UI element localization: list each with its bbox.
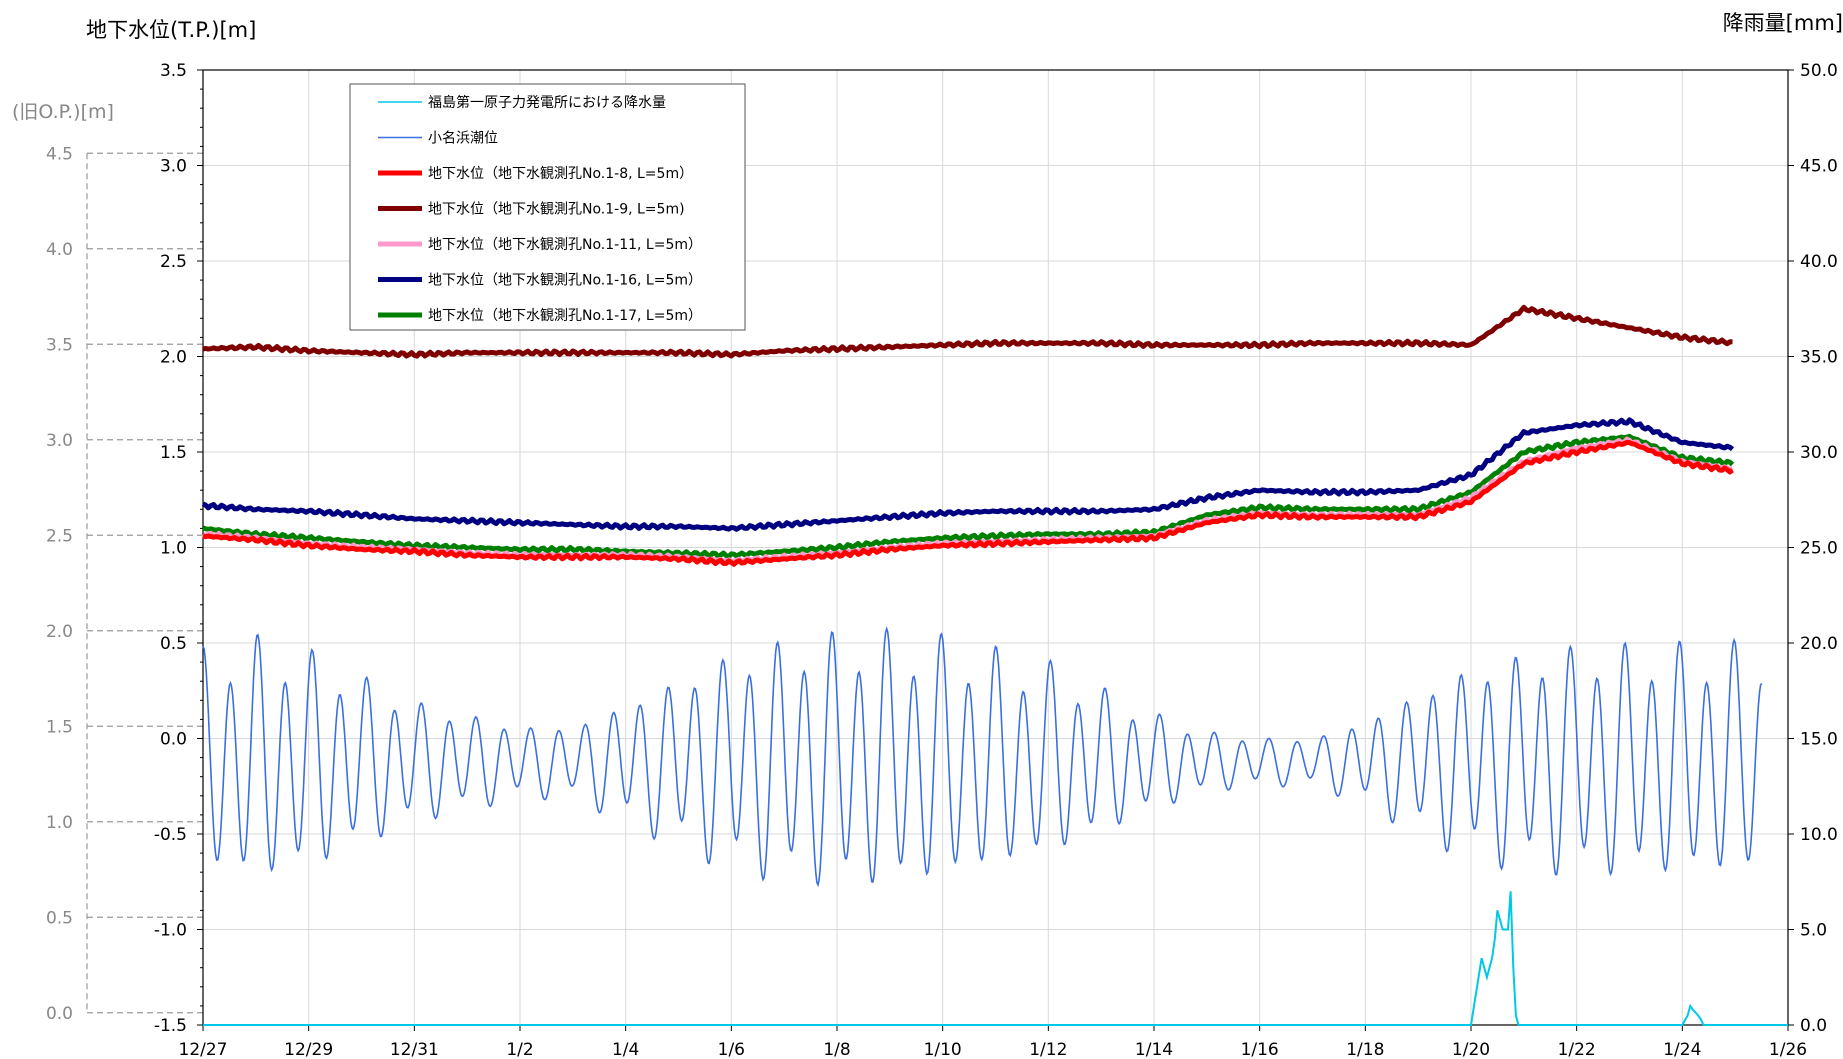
y-right-tick-label: 40.0 xyxy=(1800,252,1838,272)
legend-label-no1_9: 地下水位（地下水観測孔No.1-9, L=5m) xyxy=(428,201,685,218)
groundwater-series-no1_16 xyxy=(201,417,1735,532)
y-left2-tick-label: 1.5 xyxy=(46,717,73,737)
plot-area xyxy=(201,304,1788,1026)
x-tick-label: 1/12 xyxy=(1029,1040,1067,1059)
legend-label-no1_17: 地下水位（地下水観測孔No.1-17, L=5m） xyxy=(428,307,702,324)
y-left-tick-label: 2.0 xyxy=(160,348,187,368)
y-left-title: 地下水位(T.P.)[m] xyxy=(86,18,256,42)
x-tick-label: 1/6 xyxy=(718,1040,745,1059)
y-left2-tick-label: 0.0 xyxy=(46,1004,73,1024)
y-right-tick-label: 0.0 xyxy=(1800,1016,1827,1036)
x-tick-label: 1/4 xyxy=(612,1040,639,1059)
y-left-tick-label: -0.5 xyxy=(154,825,187,845)
y-right-tick-label: 50.0 xyxy=(1800,61,1838,81)
y-left-tick-label: 0.0 xyxy=(160,730,187,750)
y-left-tick-label: 3.0 xyxy=(160,157,187,177)
legend-label-rain: 福島第一原子力発電所における降水量 xyxy=(428,94,666,111)
y-right-tick-label: 25.0 xyxy=(1800,539,1838,559)
y-right-tick-label: 15.0 xyxy=(1800,730,1838,750)
legend: 福島第一原子力発電所における降水量小名浜潮位地下水位（地下水観測孔No.1-8,… xyxy=(349,83,746,331)
x-tick-label: 12/29 xyxy=(284,1040,333,1059)
y-left2-tick-label: 0.5 xyxy=(46,908,73,928)
y-right-tick-label: 45.0 xyxy=(1800,157,1838,177)
x-tick-label: 1/2 xyxy=(506,1040,533,1059)
x-tick-label: 1/18 xyxy=(1346,1040,1384,1059)
y-right-tick-label: 30.0 xyxy=(1800,443,1838,463)
y-left2-tick-label: 4.0 xyxy=(46,240,73,260)
x-tick-label: 1/26 xyxy=(1769,1040,1807,1059)
y-right-tick-label: 20.0 xyxy=(1800,634,1838,654)
x-tick-label: 12/31 xyxy=(390,1040,439,1059)
x-tick-label: 1/16 xyxy=(1241,1040,1279,1059)
y-left2-tick-label: 2.5 xyxy=(46,526,73,546)
legend-label-no1_8: 地下水位（地下水観測孔No.1-8, L=5m） xyxy=(428,165,693,182)
y-right-tick-label: 5.0 xyxy=(1800,921,1827,941)
groundwater-series-no1_8 xyxy=(202,439,1734,567)
y-left2-title: (旧O.P.)[m] xyxy=(12,101,114,123)
groundwater-series-no1_9 xyxy=(202,304,1733,359)
y-right-tick-label: 10.0 xyxy=(1800,825,1838,845)
x-tick-label: 1/22 xyxy=(1558,1040,1596,1059)
y-left2-tick-label: 3.0 xyxy=(46,431,73,451)
tick-labels: 3.5 3.0 2.5 2.0 1.5 1.0 0.5 0.0 -0.5 -1.0 -1.5 50.0… xyxy=(46,61,1838,1059)
y-left2-tick-label: 1.0 xyxy=(46,813,73,833)
rain-series-line xyxy=(203,891,1788,1026)
axes xyxy=(86,69,1794,1031)
legend-label-no1_16: 地下水位（地下水観測孔No.1-16, L=5m） xyxy=(428,272,702,289)
x-tick-label: 1/8 xyxy=(823,1040,850,1059)
x-tick-label: 1/24 xyxy=(1663,1040,1701,1059)
y-left-tick-label: 1.0 xyxy=(160,539,187,559)
legend-label-tide: 小名浜潮位 xyxy=(428,131,498,147)
legend-label-no1_11: 地下水位（地下水観測孔No.1-11, L=5m） xyxy=(428,236,702,253)
y-left2-tick-label: 4.5 xyxy=(46,144,73,164)
x-tick-label: 1/14 xyxy=(1135,1040,1173,1059)
y-left2-tick-label: 3.5 xyxy=(46,335,73,355)
y-left-tick-label: 3.5 xyxy=(160,61,187,81)
y-left2-tick-label: 2.0 xyxy=(46,622,73,642)
groundwater-series-no1_17 xyxy=(202,433,1735,559)
y-right-tick-label: 35.0 xyxy=(1800,348,1838,368)
tide-series-line xyxy=(202,626,1763,888)
y-left-tick-label: 1.5 xyxy=(160,443,187,463)
x-tick-label: 1/20 xyxy=(1452,1040,1490,1059)
y-right-title: 降雨量[mm] xyxy=(1723,11,1843,35)
x-tick-label: 1/10 xyxy=(924,1040,962,1059)
y-left-tick-label: -1.0 xyxy=(154,921,187,941)
y-left-tick-label: 2.5 xyxy=(160,252,187,272)
y-left-tick-label: 0.5 xyxy=(160,634,187,654)
x-tick-label: 12/27 xyxy=(179,1040,228,1059)
y-left-tick-label: -1.5 xyxy=(154,1016,187,1036)
